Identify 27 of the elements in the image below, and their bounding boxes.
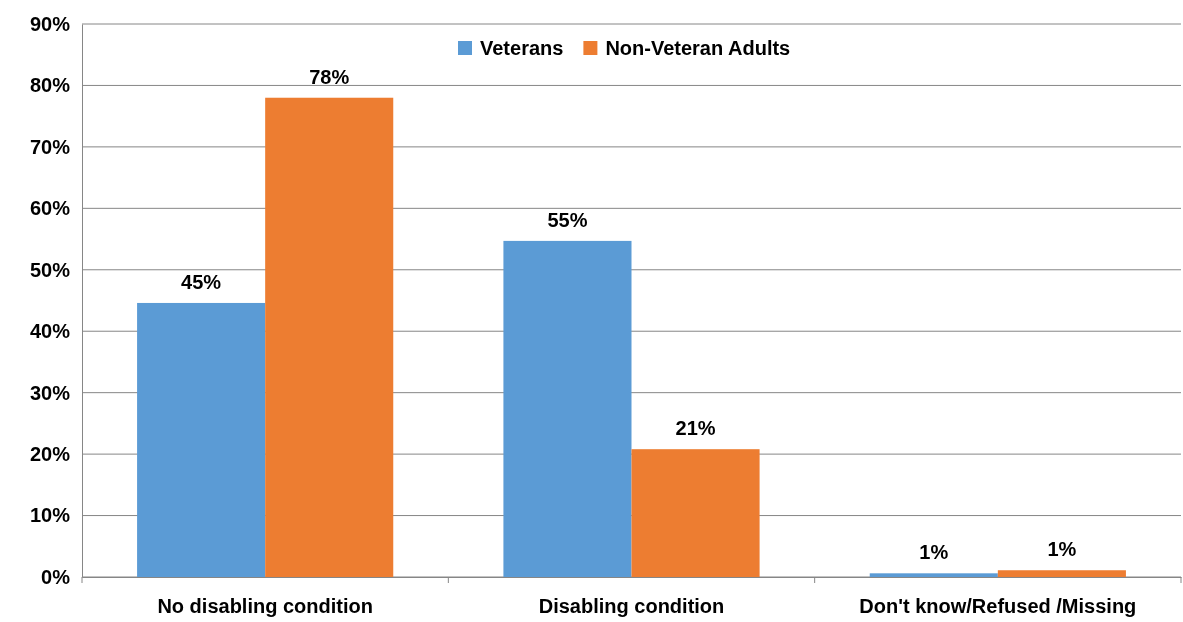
y-tick-label: 40% [29,320,71,343]
data-label: 1% [919,541,949,564]
data-label: 78% [309,65,350,88]
data-label: 21% [675,417,716,440]
x-tick-label: Disabling condition [538,595,725,618]
y-tick-label: 70% [29,135,71,158]
y-tick-label: 30% [29,381,71,404]
bar [137,302,266,577]
y-tick-label: 80% [29,74,71,97]
y-tick-label: 60% [29,197,71,220]
y-tick-label: 20% [29,443,71,466]
data-label: 55% [547,208,588,231]
bar [869,573,998,577]
y-tick-label: 0% [41,565,71,588]
bar [265,97,394,577]
x-tick-label: No disabling condition [157,595,373,618]
bar [503,240,632,577]
data-label: 1% [1047,538,1077,561]
y-tick-label: 10% [29,504,71,527]
bar [997,570,1126,577]
bar [631,449,760,577]
x-tick-label: Don't know/Refused /Missing [859,595,1137,618]
legend-label: Non-Veteran Adults [605,37,791,59]
data-label: 45% [181,270,222,293]
legend-label: Veterans [480,37,564,59]
y-tick-label: 90% [29,12,71,35]
y-tick-label: 50% [29,258,71,281]
